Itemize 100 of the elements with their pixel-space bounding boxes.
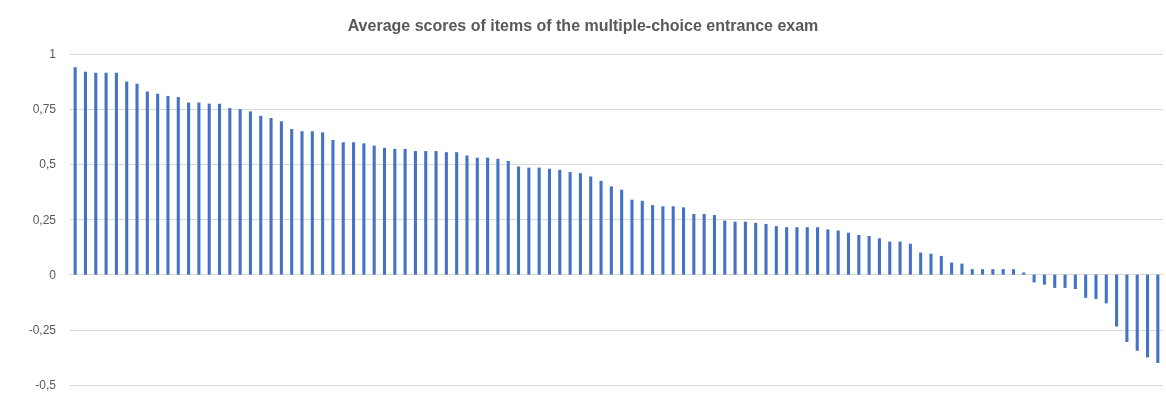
bar xyxy=(1135,274,1139,351)
bar xyxy=(207,103,211,275)
bar xyxy=(125,81,129,275)
y-tick-label: -0,5 xyxy=(35,378,57,392)
bar xyxy=(826,229,830,275)
bar xyxy=(754,222,758,275)
bar xyxy=(620,189,624,275)
bar xyxy=(1073,274,1077,290)
bar xyxy=(1145,274,1150,358)
bar xyxy=(279,121,283,275)
bar xyxy=(290,129,294,275)
bar xyxy=(104,72,108,275)
bar xyxy=(836,230,840,275)
bar xyxy=(537,167,541,275)
bar xyxy=(1053,274,1057,288)
bar xyxy=(671,206,675,275)
bar xyxy=(981,269,985,275)
bar xyxy=(434,151,438,275)
bar xyxy=(764,223,768,275)
bar xyxy=(919,252,923,275)
chart-title: Average scores of items of the multiple-choice entrance exam xyxy=(347,16,819,34)
bar xyxy=(970,269,974,275)
bar xyxy=(816,227,820,275)
bar xyxy=(1104,274,1108,304)
bar xyxy=(1115,274,1119,327)
bar xyxy=(589,176,593,275)
bar xyxy=(506,161,510,275)
bar xyxy=(73,67,77,275)
bar xyxy=(269,117,273,275)
y-tick-label: 0 xyxy=(49,267,57,282)
bar xyxy=(723,220,727,275)
bar xyxy=(568,172,572,275)
y-tick-label: 0,75 xyxy=(32,102,57,117)
bar xyxy=(475,157,479,275)
bar xyxy=(846,232,851,275)
bar xyxy=(362,143,366,275)
bar xyxy=(527,167,531,275)
bar xyxy=(1063,274,1067,288)
bar xyxy=(1042,274,1046,285)
bar xyxy=(950,262,954,275)
bar xyxy=(217,103,222,275)
bar xyxy=(248,111,252,275)
bar xyxy=(166,95,170,275)
bar xyxy=(547,168,552,275)
bar xyxy=(187,102,191,275)
bar xyxy=(558,169,562,275)
bar xyxy=(702,213,706,275)
y-tick-label: 1 xyxy=(49,47,57,61)
bar xyxy=(94,72,98,275)
bar xyxy=(382,147,387,275)
bar xyxy=(238,109,242,275)
bar xyxy=(1156,274,1160,363)
bar xyxy=(1001,269,1005,275)
bar xyxy=(681,207,686,275)
bar xyxy=(743,221,747,275)
bar xyxy=(712,215,716,275)
bar xyxy=(321,132,325,275)
bar xyxy=(228,108,232,275)
bar xyxy=(465,155,469,275)
bar xyxy=(310,131,314,275)
bar xyxy=(455,152,459,275)
bar xyxy=(331,140,335,275)
bar xyxy=(661,206,665,275)
bar xyxy=(939,255,943,275)
bar xyxy=(908,243,912,275)
bar xyxy=(929,253,933,275)
bar xyxy=(960,263,964,275)
bar xyxy=(805,227,809,275)
bar xyxy=(991,269,995,275)
bar xyxy=(774,226,778,275)
bar xyxy=(888,241,892,275)
bar xyxy=(609,186,613,275)
bar xyxy=(413,151,417,275)
bar xyxy=(403,148,407,275)
bar xyxy=(630,199,634,275)
bar xyxy=(1084,274,1088,298)
bar xyxy=(1125,274,1129,342)
bar xyxy=(444,152,448,275)
bar xyxy=(486,157,490,275)
bar xyxy=(135,83,139,275)
bar xyxy=(341,142,345,275)
bar xyxy=(393,148,397,275)
bar xyxy=(857,234,861,275)
bar xyxy=(517,166,521,275)
bar xyxy=(795,227,799,275)
bar xyxy=(259,115,263,275)
y-tick-label: -0,25 xyxy=(28,322,57,337)
y-tick-label: 0,25 xyxy=(32,212,57,227)
bar xyxy=(640,200,644,275)
bar xyxy=(651,205,655,275)
bar xyxy=(352,142,356,275)
bar xyxy=(1011,269,1016,275)
bar xyxy=(424,151,428,275)
y-tick-label: 0,5 xyxy=(39,157,57,172)
bar xyxy=(300,131,304,275)
bar xyxy=(496,158,500,275)
bar xyxy=(145,91,149,275)
bar xyxy=(877,238,881,275)
bar xyxy=(785,227,789,275)
bar xyxy=(692,213,696,275)
